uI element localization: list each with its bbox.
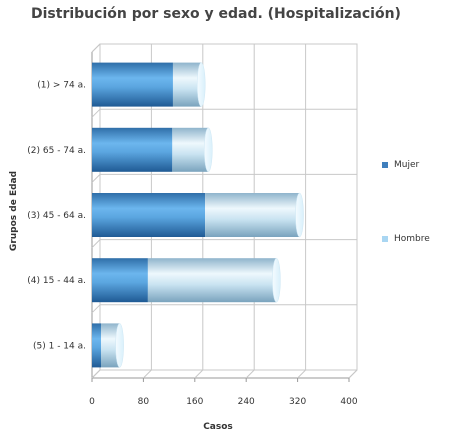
x-tick-label: 160: [186, 397, 203, 407]
x-tick-label: 400: [340, 397, 357, 407]
bar-mujer[interactable]: Mujer: 87: [92, 258, 148, 303]
x-gridline-floor: [143, 369, 152, 379]
legend-label-hombre: Hombre: [394, 234, 430, 244]
bar-hombre[interactable]: Hombre: 29: [100, 323, 120, 368]
x-gridline-floor: [297, 369, 306, 379]
legend-item-mujer[interactable]: Mujer: [382, 160, 419, 171]
y-category-label: (1) > 74 a.: [37, 81, 86, 91]
x-gridline-floor: [348, 369, 358, 379]
bar-mujer[interactable]: Mujer: 125: [92, 127, 173, 172]
y-axis-title: Grupos de Edad: [9, 171, 19, 251]
bar-end-cap: [115, 323, 124, 368]
bar-mujer[interactable]: Mujer: 126: [92, 62, 173, 107]
bar-hombre[interactable]: Hombre: 56: [172, 127, 209, 172]
y-category-label: (5) 1 - 14 a.: [33, 341, 86, 351]
x-gridline-floor: [194, 369, 204, 379]
y-gridline-side: [91, 174, 101, 183]
legend-swatch-mujer: [382, 162, 388, 168]
legend-label-mujer: Mujer: [394, 160, 420, 170]
x-tick-label: 0: [89, 397, 95, 407]
y-gridline-side: [91, 108, 101, 118]
x-tick-label: 320: [289, 397, 306, 407]
bar-hombre[interactable]: Hombre: 44: [172, 62, 202, 107]
x-axis-title: Casos: [203, 422, 233, 432]
chart-title: Distribución por sexo y edad. (Hospitali…: [31, 6, 401, 22]
bar-hombre[interactable]: Hombre: 147: [205, 193, 300, 237]
y-category-label: (2) 65 - 74 a.: [27, 146, 86, 156]
y-category-label: (3) 45 - 64 a.: [27, 211, 86, 221]
x-tick-label: 240: [238, 397, 255, 407]
y-gridline-side: [91, 369, 101, 379]
x-tick-label: 80: [138, 397, 150, 407]
bar-end-cap: [204, 127, 213, 173]
y-category-label: (4) 15 - 44 a.: [27, 276, 86, 286]
bar-end-cap: [272, 257, 281, 303]
bar-hombre[interactable]: Hombre: 200: [147, 258, 277, 303]
y-gridline-side: [91, 304, 101, 314]
bar-mujer[interactable]: Mujer: 14: [92, 323, 101, 368]
y-gridline-side: [91, 239, 101, 248]
legend-swatch-hombre: [382, 236, 388, 242]
bar-mujer[interactable]: Mujer: 176: [92, 193, 206, 237]
legend-item-hombre[interactable]: Hombre: [382, 234, 430, 245]
x-gridline-floor: [245, 369, 255, 379]
y-gridline-side: [91, 43, 101, 53]
bar-end-cap: [295, 192, 304, 238]
bar-end-cap: [196, 62, 206, 107]
